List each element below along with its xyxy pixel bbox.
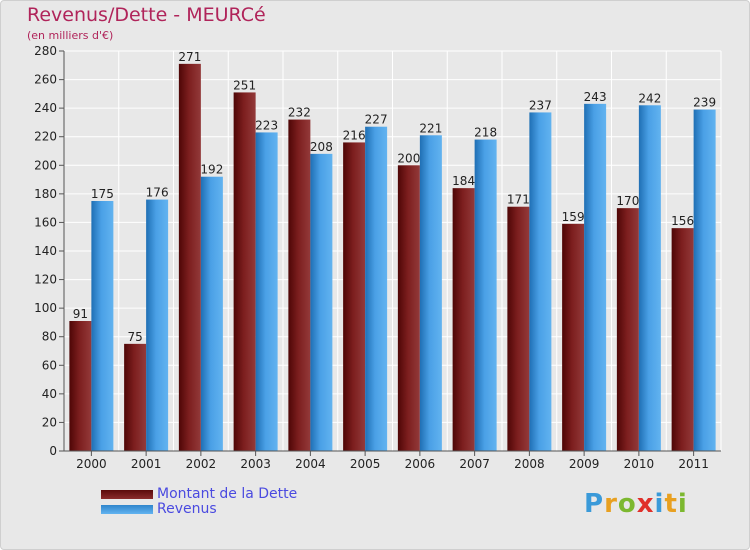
legend-swatch-debt — [101, 490, 153, 499]
x-tick-label: 2005 — [350, 457, 381, 471]
y-tick-label: 280 — [34, 44, 57, 58]
x-tick-label: 2011 — [678, 457, 709, 471]
logo-letter: t — [664, 489, 678, 519]
data-label: 192 — [200, 163, 223, 177]
data-label: 176 — [146, 186, 169, 200]
data-label: 251 — [233, 78, 256, 92]
data-label: 242 — [638, 91, 661, 105]
data-label: 208 — [310, 140, 333, 154]
bar-debt — [671, 228, 694, 451]
data-label: 156 — [671, 214, 694, 228]
bar-revenus — [693, 109, 716, 452]
data-label: 237 — [529, 98, 552, 112]
bar-debt — [124, 343, 147, 451]
bar-debt — [616, 208, 639, 451]
bar-revenus — [310, 153, 333, 451]
y-tick-label: 60 — [42, 358, 57, 372]
chart-title: Revenus/Dette - MEURCé — [27, 4, 266, 26]
legend-label-debt: Montant de la Dette — [157, 486, 298, 502]
bar-revenus — [91, 201, 114, 451]
data-label: 170 — [616, 194, 639, 208]
x-tick-label: 2008 — [514, 457, 545, 471]
y-tick-label: 240 — [34, 101, 57, 115]
data-label: 184 — [452, 174, 475, 188]
bar-revenus — [146, 199, 169, 451]
bar-revenus — [638, 105, 661, 452]
data-label: 232 — [288, 106, 311, 120]
y-tick-label: 200 — [34, 158, 57, 172]
bar-debt — [562, 223, 585, 451]
bar-debt — [452, 188, 475, 451]
bar-debt — [288, 119, 311, 452]
y-tick-label: 160 — [34, 215, 57, 229]
bar-debt — [233, 92, 256, 451]
y-tick-label: 80 — [42, 330, 57, 344]
bar-debt — [507, 206, 530, 451]
data-label: 227 — [365, 113, 388, 127]
data-label: 218 — [474, 126, 497, 140]
data-label: 75 — [127, 330, 142, 344]
y-tick-label: 40 — [42, 387, 57, 401]
data-label: 200 — [397, 151, 420, 165]
legend-label-revenus: Revenus — [157, 501, 217, 517]
proxiti-logo: Proxiti — [584, 489, 688, 519]
data-label: 159 — [562, 210, 585, 224]
bar-debt — [178, 63, 201, 451]
data-label: 91 — [73, 307, 88, 321]
x-tick-label: 2009 — [569, 457, 600, 471]
y-tick-label: 140 — [34, 244, 57, 258]
data-label: 175 — [91, 187, 114, 201]
logo-letter: i — [654, 489, 665, 519]
y-tick-label: 260 — [34, 73, 57, 87]
data-label: 216 — [343, 128, 366, 142]
logo-letter: o — [617, 489, 637, 519]
bar-debt — [343, 142, 366, 451]
y-tick-label: 20 — [42, 415, 57, 429]
y-tick-label: 120 — [34, 273, 57, 287]
bar-debt — [397, 165, 420, 452]
logo-letter: x — [636, 489, 655, 519]
data-label: 221 — [419, 121, 442, 135]
logo-letter: i — [677, 489, 688, 519]
bar-debt — [69, 321, 92, 451]
data-label: 171 — [507, 193, 530, 207]
bar-revenus — [529, 112, 552, 451]
chart-subtitle: (en milliers d'€) — [27, 29, 114, 42]
x-tick-label: 2001 — [131, 457, 162, 471]
data-label: 223 — [255, 118, 278, 132]
x-tick-label: 2004 — [295, 457, 326, 471]
logo-letter: P — [584, 489, 605, 519]
data-label: 271 — [178, 50, 201, 64]
y-tick-label: 180 — [34, 187, 57, 201]
logo-letter: r — [604, 489, 618, 519]
bar-revenus — [474, 139, 497, 452]
bar-revenus — [200, 176, 223, 451]
x-tick-label: 2003 — [240, 457, 271, 471]
legend-swatch-revenus — [101, 505, 153, 514]
bar-revenus — [255, 132, 278, 451]
data-label: 243 — [584, 90, 607, 104]
x-tick-label: 2007 — [459, 457, 490, 471]
y-tick-label: 100 — [34, 301, 57, 315]
x-tick-label: 2010 — [624, 457, 655, 471]
bar-revenus — [419, 135, 442, 452]
bar-revenus — [365, 126, 388, 451]
data-label: 239 — [693, 96, 716, 110]
x-tick-label: 2006 — [405, 457, 436, 471]
bar-revenus — [584, 103, 607, 451]
y-tick-label: 0 — [49, 444, 57, 458]
y-tick-label: 220 — [34, 130, 57, 144]
x-tick-label: 2002 — [186, 457, 217, 471]
x-tick-label: 2000 — [76, 457, 107, 471]
